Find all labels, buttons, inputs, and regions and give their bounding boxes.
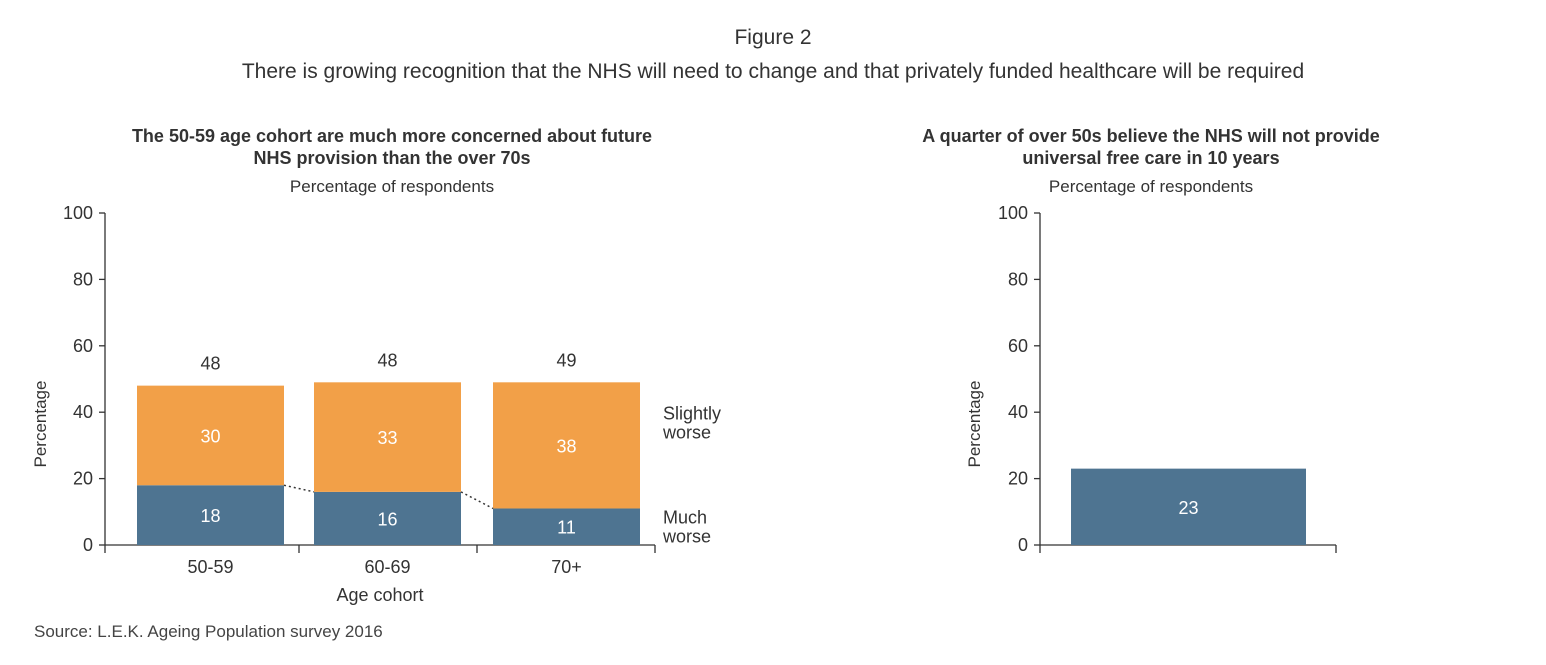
chart1-bar-much-worse xyxy=(137,485,284,545)
chart1-bar-slightly-worse xyxy=(493,382,640,509)
chart1-total-label: 48 xyxy=(377,350,397,370)
chart1-y-tick-label: 0 xyxy=(83,535,93,555)
chart1-bar-slightly-worse xyxy=(137,385,284,486)
chart1-title-line: The 50-59 age cohort are much more conce… xyxy=(132,126,652,146)
chart2-title-line: A quarter of over 50s believe the NHS wi… xyxy=(922,126,1379,146)
chart1-category-label: 50-59 xyxy=(187,557,233,577)
chart2-y-tick-label: 20 xyxy=(1008,469,1028,489)
chart1-series-label: Slightly xyxy=(663,403,721,423)
chart2-y-tick-label: 0 xyxy=(1018,535,1028,555)
chart1-series-label: Much xyxy=(663,508,707,528)
chart2-y-tick-label: 80 xyxy=(1008,269,1028,289)
chart2-y-tick-label: 60 xyxy=(1008,336,1028,356)
chart1-data-label: 18 xyxy=(200,506,220,526)
chart1-y-tick-label: 60 xyxy=(73,336,93,356)
chart1-y-tick-label: 80 xyxy=(73,269,93,289)
chart2-y-tick-label: 40 xyxy=(1008,402,1028,422)
chart1-bar-much-worse xyxy=(314,491,461,545)
chart1-data-label: 30 xyxy=(200,426,220,446)
chart1-connector-line xyxy=(460,491,494,510)
chart2-y-axis-label: Percentage xyxy=(965,381,984,468)
chart1-bar-slightly-worse xyxy=(314,382,461,492)
chart2-y-tick-label: 100 xyxy=(998,203,1028,223)
chart1-connector-line xyxy=(283,484,315,493)
chart1-series-label: worse xyxy=(662,422,711,442)
chart1-category-label: 70+ xyxy=(551,557,582,577)
chart1-x-axis-label: Age cohort xyxy=(336,585,423,605)
chart2-subtitle: Percentage of respondents xyxy=(1049,177,1253,196)
chart1-y-tick-label: 40 xyxy=(73,402,93,422)
chart1-title-line: NHS provision than the over 70s xyxy=(253,148,530,168)
chart1-series-label: worse xyxy=(662,527,711,547)
chart1-subtitle: Percentage of respondents xyxy=(290,177,494,196)
chart1-total-label: 49 xyxy=(556,350,576,370)
chart1-y-tick-label: 100 xyxy=(63,203,93,223)
chart1-y-tick-label: 20 xyxy=(73,469,93,489)
charts-canvas: The 50-59 age cohort are much more conce… xyxy=(31,126,1380,605)
chart1-total-label: 48 xyxy=(200,354,220,374)
chart1-bar-much-worse xyxy=(493,508,640,545)
chart1-data-label: 33 xyxy=(377,428,397,448)
chart1-y-axis-label: Percentage xyxy=(31,381,50,468)
chart2-title-line: universal free care in 10 years xyxy=(1022,148,1279,168)
source-note: Source: L.E.K. Ageing Population survey … xyxy=(34,622,383,641)
chart1-data-label: 38 xyxy=(556,436,576,456)
chart1-category-label: 60-69 xyxy=(364,557,410,577)
chart1-data-label: 16 xyxy=(377,509,397,529)
chart2-bar xyxy=(1071,468,1306,545)
figure-title: Figure 2 xyxy=(734,26,812,49)
chart2-data-label: 23 xyxy=(1178,498,1198,518)
figure-subtitle: There is growing recognition that the NH… xyxy=(241,60,1305,83)
chart1-data-label: 11 xyxy=(557,518,576,538)
